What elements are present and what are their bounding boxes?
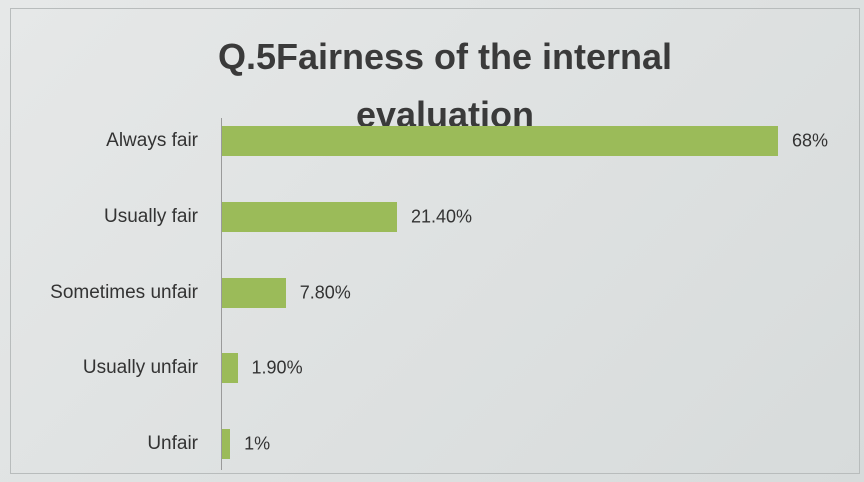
category-axis: [221, 118, 222, 470]
bar: [222, 353, 238, 384]
chart-frame: [10, 8, 860, 474]
bar: [222, 201, 397, 232]
category-label: Sometimes unfair: [50, 281, 198, 303]
category-label: Usually unfair: [82, 357, 198, 379]
data-label: 21.40%: [410, 206, 473, 227]
data-label: 1%: [244, 433, 271, 454]
data-label: 68%: [792, 130, 829, 151]
data-label: 7.80%: [299, 282, 351, 303]
category-label: Unfair: [147, 433, 198, 455]
data-label: 1.90%: [251, 357, 303, 378]
bar: [222, 277, 286, 308]
bar: [222, 429, 231, 460]
category-label: Always fair: [106, 130, 198, 151]
bar: [222, 126, 778, 156]
category-label: Usually fair: [104, 205, 198, 227]
